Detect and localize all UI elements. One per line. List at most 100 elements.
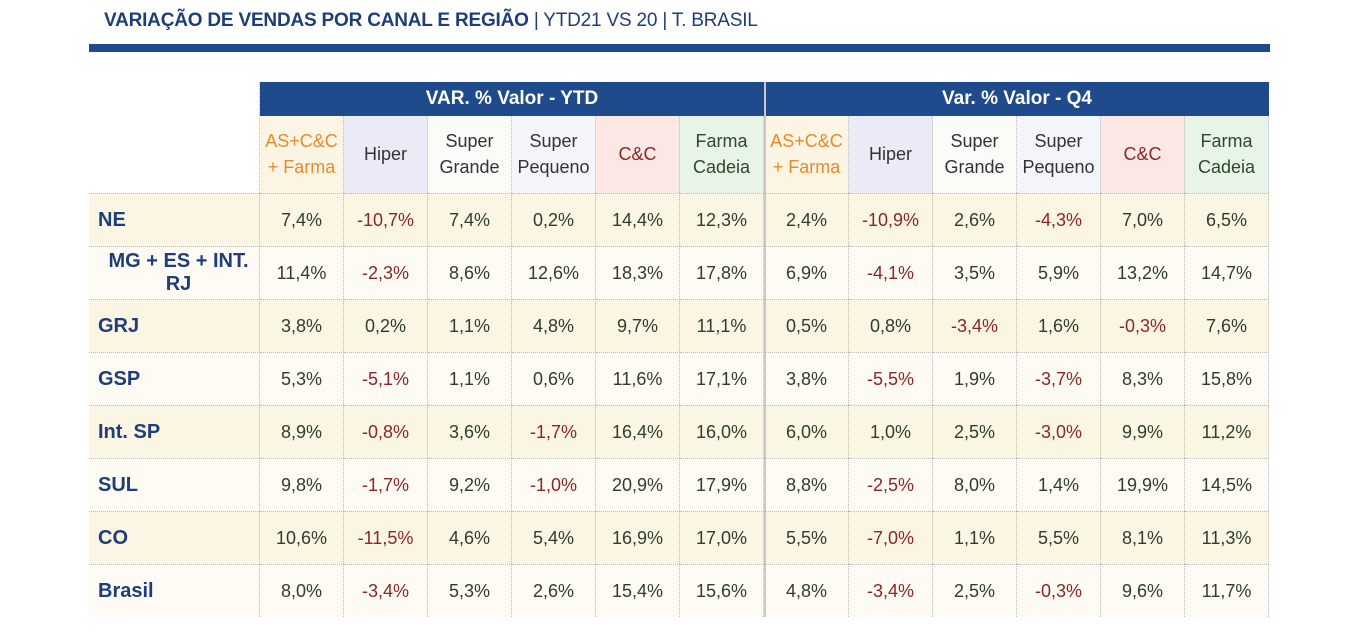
table-cell: 10,6% <box>260 511 344 564</box>
table-cell: 17,1% <box>680 352 764 405</box>
table-cell: 4,6% <box>428 511 512 564</box>
column-header: Super Pequeno <box>1017 116 1101 193</box>
group-divider <box>764 82 766 617</box>
column-header: Farma Cadeia <box>680 116 764 193</box>
table-cell: 3,6% <box>428 405 512 458</box>
table-cell: 0,8% <box>849 299 933 352</box>
group-header: Var. % Valor - Q4 <box>765 82 1269 116</box>
table-cell: 16,9% <box>596 511 680 564</box>
table-cell: 2,6% <box>933 193 1017 246</box>
table-cell: 12,3% <box>680 193 764 246</box>
table-cell: -10,9% <box>849 193 933 246</box>
table-cell: -0,8% <box>344 405 428 458</box>
table-cell: 6,9% <box>765 246 849 299</box>
group-header: VAR. % Valor - YTD <box>260 82 764 116</box>
column-header: C&C <box>596 116 680 193</box>
table-cell: 7,0% <box>1101 193 1185 246</box>
column-header: AS+C&C + Farma <box>765 116 849 193</box>
table-cell: 15,8% <box>1185 352 1269 405</box>
table-cell: 3,8% <box>765 352 849 405</box>
table-cell: -0,3% <box>1017 564 1101 617</box>
table-cell: 3,5% <box>933 246 1017 299</box>
table-cell: 8,9% <box>260 405 344 458</box>
column-header: Hiper <box>849 116 933 193</box>
table-cell: 14,7% <box>1185 246 1269 299</box>
column-header: C&C <box>1101 116 1185 193</box>
page-title: VARIAÇÃO DE VENDAS POR CANAL E REGIÃO | … <box>104 10 758 32</box>
table-cell: -3,0% <box>1017 405 1101 458</box>
table-cell: 4,8% <box>765 564 849 617</box>
table-cell: 18,3% <box>596 246 680 299</box>
table-cell: 5,4% <box>512 511 596 564</box>
table-cell: 14,5% <box>1185 458 1269 511</box>
table-cell: 9,7% <box>596 299 680 352</box>
table-cell: 9,9% <box>1101 405 1185 458</box>
column-header: Super Grande <box>933 116 1017 193</box>
column-header: Farma Cadeia <box>1185 116 1269 193</box>
table-cell: 6,0% <box>765 405 849 458</box>
table-cell: -0,3% <box>1101 299 1185 352</box>
table-cell: 8,3% <box>1101 352 1185 405</box>
table-cell: 17,8% <box>680 246 764 299</box>
table-cell: -5,1% <box>344 352 428 405</box>
table-cell: 3,8% <box>260 299 344 352</box>
region-separator <box>259 82 261 193</box>
table-cell: 7,4% <box>428 193 512 246</box>
table-cell: -3,4% <box>933 299 1017 352</box>
table-cell: 15,4% <box>596 564 680 617</box>
column-header: AS+C&C + Farma <box>260 116 344 193</box>
column-header: Super Pequeno <box>512 116 596 193</box>
table-cell: -10,7% <box>344 193 428 246</box>
table-cell: 8,1% <box>1101 511 1185 564</box>
table-cell: 12,6% <box>512 246 596 299</box>
table-cell: -3,7% <box>1017 352 1101 405</box>
table-cell: 20,9% <box>596 458 680 511</box>
table-cell: 1,4% <box>1017 458 1101 511</box>
table-cell: -2,5% <box>849 458 933 511</box>
column-header: Hiper <box>344 116 428 193</box>
region-label: MG + ES + INT. RJ <box>89 246 260 299</box>
table-cell: 5,3% <box>260 352 344 405</box>
table-cell: 0,2% <box>512 193 596 246</box>
table-cell: 6,5% <box>1185 193 1269 246</box>
table-cell: 7,6% <box>1185 299 1269 352</box>
table-cell: 11,2% <box>1185 405 1269 458</box>
table-cell: 1,9% <box>933 352 1017 405</box>
table-cell: -1,7% <box>512 405 596 458</box>
table-cell: 5,5% <box>765 511 849 564</box>
table-cell: -4,3% <box>1017 193 1101 246</box>
table-cell: 14,4% <box>596 193 680 246</box>
table-cell: 5,9% <box>1017 246 1101 299</box>
table-cell: -3,4% <box>849 564 933 617</box>
table-cell: 11,4% <box>260 246 344 299</box>
table-cell: 15,6% <box>680 564 764 617</box>
table-cell: 7,4% <box>260 193 344 246</box>
table-cell: 11,6% <box>596 352 680 405</box>
table-cell: 1,1% <box>428 352 512 405</box>
table-cell: 1,6% <box>1017 299 1101 352</box>
region-label: GRJ <box>89 299 260 352</box>
table-cell: 0,2% <box>344 299 428 352</box>
table-cell: 2,5% <box>933 564 1017 617</box>
table-cell: 5,5% <box>1017 511 1101 564</box>
table-cell: 9,8% <box>260 458 344 511</box>
sales-variation-table: VAR. % Valor - YTD Var. % Valor - Q4 AS+C&… <box>89 82 1270 622</box>
table-cell: 11,7% <box>1185 564 1269 617</box>
table-cell: 11,1% <box>680 299 764 352</box>
table-cell: 0,5% <box>765 299 849 352</box>
region-label: CO <box>89 511 260 564</box>
table-cell: -7,0% <box>849 511 933 564</box>
table-cell: -11,5% <box>344 511 428 564</box>
region-label: NE <box>89 193 260 246</box>
table-cell: 9,2% <box>428 458 512 511</box>
table-cell: 17,0% <box>680 511 764 564</box>
table-cell: 1,1% <box>933 511 1017 564</box>
title-subtitle: | YTD21 VS 20 | T. BRASIL <box>528 10 758 31</box>
table-cell: 16,0% <box>680 405 764 458</box>
table-cell: -3,4% <box>344 564 428 617</box>
region-label: Brasil <box>89 564 260 617</box>
table-cell: -1,7% <box>344 458 428 511</box>
table-cell: 19,9% <box>1101 458 1185 511</box>
table-cell: 8,0% <box>933 458 1017 511</box>
table-cell: -4,1% <box>849 246 933 299</box>
